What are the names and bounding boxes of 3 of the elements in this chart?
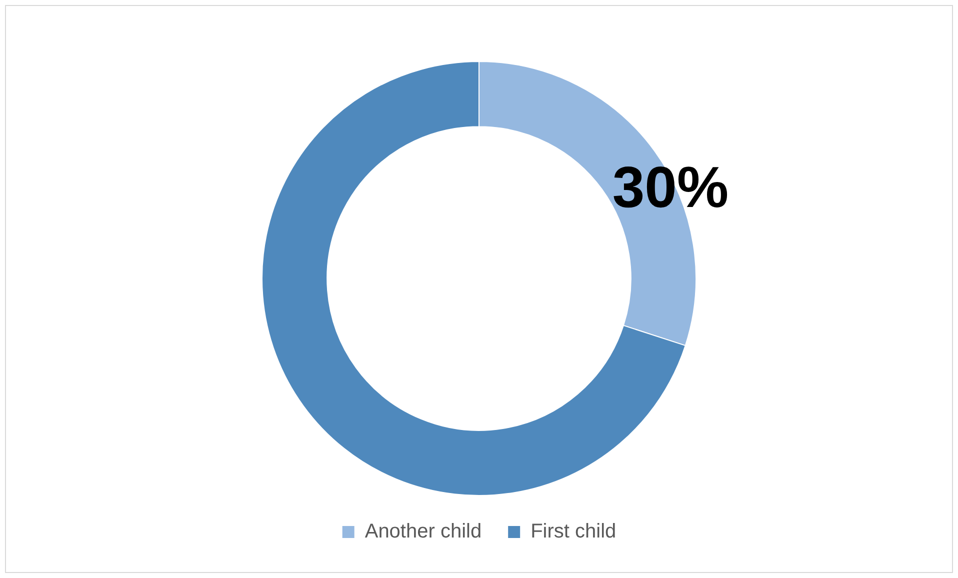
legend-label: Another child xyxy=(364,520,482,543)
legend-label: First child xyxy=(530,520,616,543)
data-label: 30% xyxy=(612,155,729,220)
